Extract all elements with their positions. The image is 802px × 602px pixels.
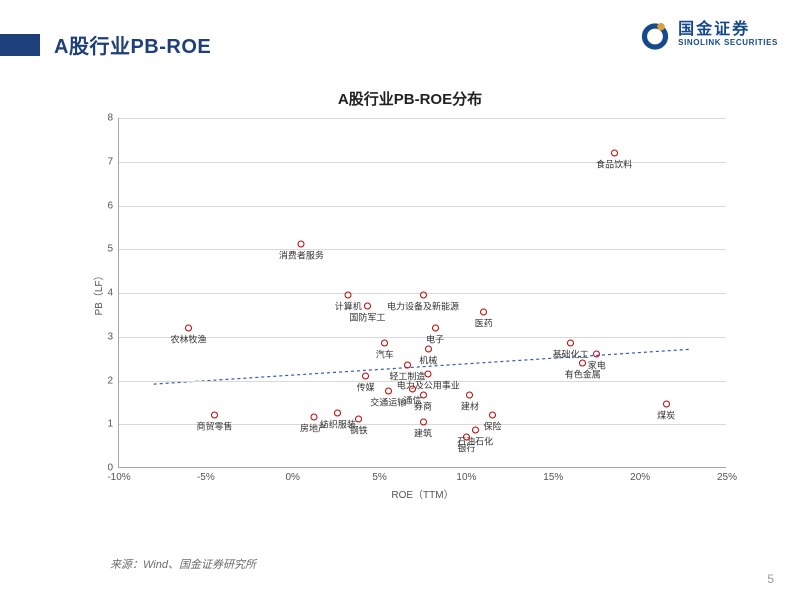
marker-icon xyxy=(611,149,618,156)
logo-en: SINOLINK SECURITIES xyxy=(678,39,778,47)
point-label: 券商 xyxy=(414,400,432,413)
marker-icon xyxy=(355,416,362,423)
marker-icon xyxy=(345,291,352,298)
point-label: 电力设备及新能源 xyxy=(387,299,459,312)
x-axis-label: ROE（TTM） xyxy=(119,486,726,501)
logo: 国金证券 SINOLINK SECURITIES xyxy=(640,20,778,50)
marker-icon xyxy=(480,309,487,316)
chart: A股行业PB-ROE分布 PB（LF） ROE（TTM） 012345678-1… xyxy=(70,88,750,518)
x-tick: 15% xyxy=(543,472,563,483)
page-number: 5 xyxy=(767,572,774,586)
logo-icon xyxy=(640,20,670,50)
marker-icon xyxy=(567,339,574,346)
data-point: 有色金属 xyxy=(565,359,601,380)
chart-title: A股行业PB-ROE分布 xyxy=(70,88,750,109)
point-label: 农林牧渔 xyxy=(170,332,206,345)
point-label: 消费者服务 xyxy=(279,249,324,262)
gridline xyxy=(119,337,726,338)
gridline xyxy=(119,162,726,163)
marker-icon xyxy=(404,361,411,368)
data-point: 电子 xyxy=(426,324,444,345)
y-tick: 5 xyxy=(91,244,113,255)
y-tick: 3 xyxy=(91,331,113,342)
x-tick: -10% xyxy=(107,472,130,483)
marker-icon xyxy=(298,241,305,248)
marker-icon xyxy=(432,324,439,331)
data-point: 钢铁 xyxy=(350,416,368,437)
marker-icon xyxy=(663,401,670,408)
point-label: 医药 xyxy=(475,317,493,330)
data-point: 交通运输 xyxy=(370,388,406,409)
x-tick: 20% xyxy=(630,472,650,483)
marker-icon xyxy=(362,372,369,379)
x-tick: 0% xyxy=(285,472,299,483)
point-label: 交通运输 xyxy=(370,396,406,409)
gridline xyxy=(119,249,726,250)
gridline xyxy=(119,206,726,207)
point-label: 钢铁 xyxy=(350,424,368,437)
marker-icon xyxy=(466,392,473,399)
data-point: 房地产 xyxy=(300,414,327,435)
data-point: 商贸零售 xyxy=(197,412,233,433)
marker-icon xyxy=(579,359,586,366)
x-tick: 10% xyxy=(456,472,476,483)
marker-icon xyxy=(593,350,600,357)
logo-cn: 国金证券 xyxy=(678,22,778,39)
y-tick: 8 xyxy=(91,113,113,124)
marker-icon xyxy=(463,433,470,440)
data-point: 消费者服务 xyxy=(279,241,324,262)
marker-icon xyxy=(419,392,426,399)
y-tick: 1 xyxy=(91,419,113,430)
point-label: 有色金属 xyxy=(565,367,601,380)
marker-icon xyxy=(425,346,432,353)
data-point: 电力设备及新能源 xyxy=(387,291,459,312)
data-point: 银行 xyxy=(457,433,475,454)
data-point: 国防军工 xyxy=(349,302,385,323)
marker-icon xyxy=(489,412,496,419)
point-label: 建筑 xyxy=(414,426,432,439)
gridline xyxy=(119,118,726,119)
point-label: 房地产 xyxy=(300,422,327,435)
marker-icon xyxy=(211,412,218,419)
point-label: 汽车 xyxy=(376,347,394,360)
data-point: 农林牧渔 xyxy=(170,324,206,345)
data-point: 基础化工 xyxy=(553,339,589,360)
title-bar xyxy=(0,34,40,56)
y-tick: 2 xyxy=(91,375,113,386)
x-tick: -5% xyxy=(197,472,215,483)
marker-icon xyxy=(425,370,432,377)
data-point: 券商 xyxy=(414,392,432,413)
point-label: 国防军工 xyxy=(349,310,385,323)
marker-icon xyxy=(185,324,192,331)
point-label: 煤炭 xyxy=(657,409,675,422)
y-tick: 7 xyxy=(91,156,113,167)
marker-icon xyxy=(419,291,426,298)
data-point: 食品饮料 xyxy=(596,149,632,170)
marker-icon xyxy=(334,409,341,416)
y-tick: 6 xyxy=(91,200,113,211)
x-tick: 5% xyxy=(372,472,386,483)
page-title: A股行业PB-ROE xyxy=(54,30,211,59)
marker-icon xyxy=(381,339,388,346)
x-tick: 25% xyxy=(717,472,737,483)
marker-icon xyxy=(385,388,392,395)
y-tick: 4 xyxy=(91,288,113,299)
point-label: 电子 xyxy=(426,332,444,345)
data-point: 建筑 xyxy=(414,418,432,439)
data-point: 建材 xyxy=(461,392,479,413)
data-point: 汽车 xyxy=(376,339,394,360)
point-label: 商贸零售 xyxy=(197,420,233,433)
point-label: 食品饮料 xyxy=(596,157,632,170)
source-text: 来源：Wind、国金证券研究所 xyxy=(110,556,256,572)
data-point: 医药 xyxy=(475,309,493,330)
marker-icon xyxy=(419,418,426,425)
data-point: 煤炭 xyxy=(657,401,675,422)
marker-icon xyxy=(310,414,317,421)
marker-icon xyxy=(364,302,371,309)
point-label: 建材 xyxy=(461,400,479,413)
point-label: 银行 xyxy=(457,441,475,454)
